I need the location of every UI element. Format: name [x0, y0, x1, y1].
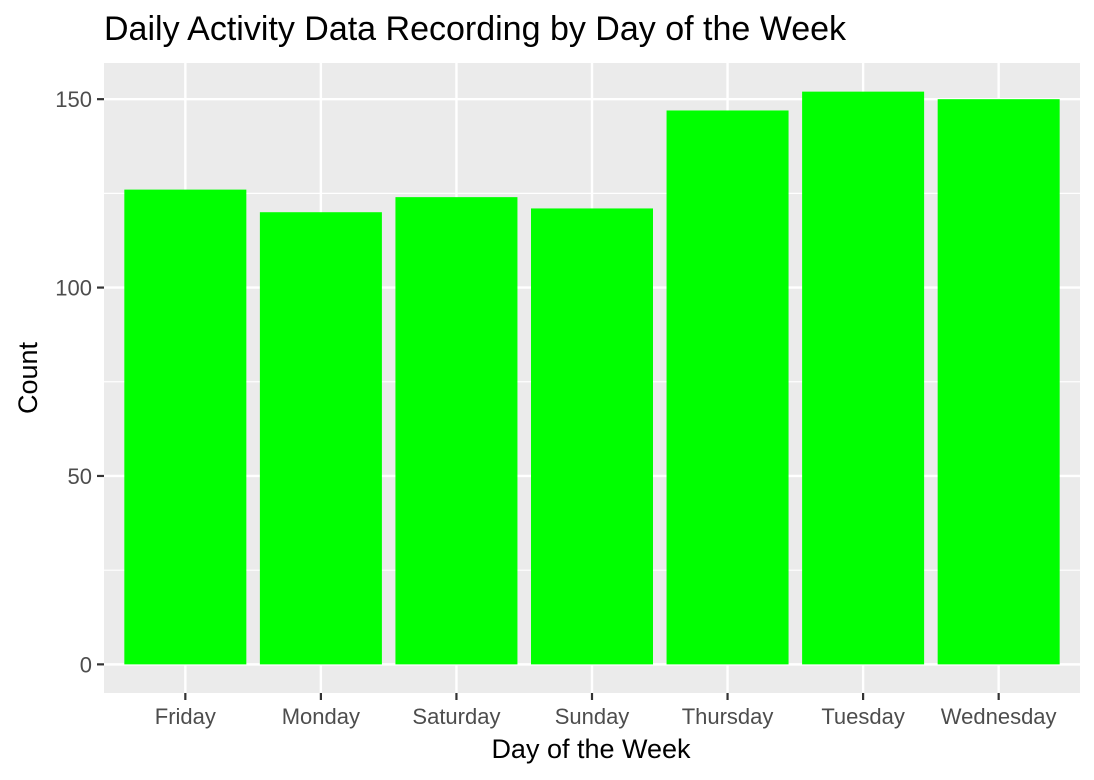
x-tick-label: Wednesday: [941, 704, 1057, 729]
bar-thursday: [666, 110, 789, 665]
bar-sunday: [531, 208, 653, 665]
x-tick-label: Monday: [282, 704, 360, 729]
bar-wednesday: [937, 99, 1060, 665]
x-tick-label: Thursday: [682, 704, 774, 729]
y-tick-label: 150: [55, 87, 92, 112]
chart-title: Daily Activity Data Recording by Day of …: [104, 10, 847, 48]
bar-monday: [259, 212, 382, 665]
bar-saturday: [395, 197, 518, 665]
x-axis: Friday Monday Saturday Sunday Thursday Tuesda…: [155, 693, 1057, 729]
y-tick-label: 0: [80, 652, 92, 677]
bar-tuesday: [802, 91, 925, 665]
bar-friday: [124, 189, 247, 665]
y-axis: 0 50 100 150: [55, 87, 104, 677]
x-tick-label: Friday: [155, 704, 216, 729]
y-tick-label: 100: [55, 276, 92, 301]
x-tick-label: Sunday: [555, 704, 630, 729]
x-tick-label: Tuesday: [821, 704, 905, 729]
y-tick-label: 50: [68, 464, 92, 489]
x-tick-label: Saturday: [412, 704, 500, 729]
y-axis-title: Count: [13, 341, 43, 414]
x-axis-title: Day of the Week: [491, 734, 691, 764]
bars-group: [124, 91, 1060, 665]
